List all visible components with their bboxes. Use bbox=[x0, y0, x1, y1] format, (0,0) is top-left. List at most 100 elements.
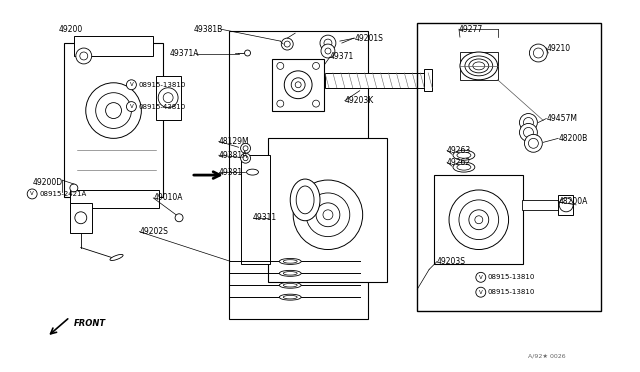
Circle shape bbox=[323, 210, 333, 220]
Text: FRONT: FRONT bbox=[74, 320, 106, 328]
Text: 48129M: 48129M bbox=[219, 137, 250, 146]
Ellipse shape bbox=[465, 56, 493, 76]
Bar bbox=[558, 195, 573, 215]
Ellipse shape bbox=[279, 270, 301, 276]
Circle shape bbox=[106, 103, 122, 119]
Circle shape bbox=[175, 214, 183, 222]
Text: 49311: 49311 bbox=[253, 213, 276, 222]
Circle shape bbox=[469, 210, 489, 230]
Text: 08915-2421A: 08915-2421A bbox=[39, 191, 86, 197]
Circle shape bbox=[559, 198, 573, 212]
Ellipse shape bbox=[284, 283, 297, 287]
Circle shape bbox=[284, 41, 290, 47]
Circle shape bbox=[295, 82, 301, 88]
Ellipse shape bbox=[110, 254, 123, 260]
Text: V: V bbox=[129, 104, 133, 109]
Circle shape bbox=[277, 100, 284, 107]
Ellipse shape bbox=[279, 282, 301, 288]
Circle shape bbox=[291, 78, 305, 92]
Circle shape bbox=[163, 93, 173, 103]
Circle shape bbox=[533, 48, 543, 58]
Circle shape bbox=[96, 93, 131, 128]
Text: 08915-43810: 08915-43810 bbox=[138, 103, 186, 110]
Ellipse shape bbox=[279, 294, 301, 300]
Circle shape bbox=[241, 143, 250, 153]
Text: 49201S: 49201S bbox=[355, 33, 383, 43]
Bar bbox=[273, 59, 324, 110]
Ellipse shape bbox=[284, 295, 297, 299]
Bar bbox=[156, 76, 181, 121]
Bar bbox=[228, 31, 367, 319]
Circle shape bbox=[277, 62, 284, 69]
Circle shape bbox=[127, 102, 136, 112]
Circle shape bbox=[28, 189, 37, 199]
Circle shape bbox=[520, 113, 538, 131]
Circle shape bbox=[312, 100, 319, 107]
Circle shape bbox=[284, 71, 312, 99]
Bar bbox=[241, 155, 270, 264]
Circle shape bbox=[520, 124, 538, 141]
Ellipse shape bbox=[284, 260, 297, 263]
Bar bbox=[70, 203, 92, 232]
Text: 49263: 49263 bbox=[447, 146, 471, 155]
Text: 48200B: 48200B bbox=[558, 134, 588, 143]
Ellipse shape bbox=[453, 150, 475, 160]
Text: 49457M: 49457M bbox=[547, 114, 577, 123]
Circle shape bbox=[306, 193, 350, 237]
Text: 49203K: 49203K bbox=[345, 96, 374, 105]
Ellipse shape bbox=[290, 179, 320, 221]
Circle shape bbox=[86, 83, 141, 138]
Text: 49381: 49381 bbox=[219, 168, 243, 177]
Text: 08915-13810: 08915-13810 bbox=[488, 289, 535, 295]
Text: 08915-13810: 08915-13810 bbox=[488, 274, 535, 280]
Text: 49371A: 49371A bbox=[169, 49, 198, 58]
Circle shape bbox=[243, 156, 248, 161]
Text: V: V bbox=[479, 275, 483, 280]
Text: 49381A: 49381A bbox=[219, 151, 248, 160]
Circle shape bbox=[529, 138, 538, 148]
Circle shape bbox=[476, 272, 486, 282]
Text: 49381B: 49381B bbox=[194, 25, 223, 34]
Circle shape bbox=[316, 203, 340, 227]
Ellipse shape bbox=[246, 169, 259, 175]
Text: V: V bbox=[129, 82, 133, 87]
Text: 49203S: 49203S bbox=[437, 257, 466, 266]
Circle shape bbox=[524, 128, 533, 137]
Text: 49277: 49277 bbox=[459, 25, 483, 34]
Circle shape bbox=[449, 190, 509, 250]
Text: 49262: 49262 bbox=[447, 158, 471, 167]
Circle shape bbox=[321, 44, 335, 58]
Text: 49210: 49210 bbox=[547, 44, 570, 52]
Circle shape bbox=[282, 38, 293, 50]
Bar bbox=[424, 69, 432, 91]
Circle shape bbox=[70, 184, 78, 192]
Text: 08915-13810: 08915-13810 bbox=[138, 82, 186, 88]
Text: A/92★ 0026: A/92★ 0026 bbox=[529, 353, 566, 358]
Circle shape bbox=[476, 287, 486, 297]
Circle shape bbox=[243, 146, 248, 151]
Circle shape bbox=[524, 118, 533, 128]
Bar bbox=[70, 190, 159, 208]
Circle shape bbox=[312, 62, 319, 69]
Ellipse shape bbox=[284, 272, 297, 275]
Ellipse shape bbox=[279, 259, 301, 264]
Bar bbox=[64, 43, 163, 197]
Ellipse shape bbox=[296, 186, 314, 214]
Bar bbox=[417, 23, 601, 311]
Circle shape bbox=[244, 50, 250, 56]
Ellipse shape bbox=[469, 59, 489, 73]
Circle shape bbox=[325, 48, 331, 54]
Circle shape bbox=[324, 39, 332, 47]
Ellipse shape bbox=[457, 164, 471, 170]
Text: V: V bbox=[30, 192, 34, 196]
Circle shape bbox=[524, 134, 542, 152]
Circle shape bbox=[320, 35, 336, 51]
Text: 49010A: 49010A bbox=[153, 193, 183, 202]
Ellipse shape bbox=[473, 62, 484, 70]
Circle shape bbox=[127, 80, 136, 90]
Bar bbox=[268, 138, 387, 282]
Bar bbox=[522, 200, 572, 210]
Ellipse shape bbox=[460, 52, 498, 80]
Bar bbox=[325, 73, 429, 88]
Text: 49371: 49371 bbox=[330, 52, 354, 61]
